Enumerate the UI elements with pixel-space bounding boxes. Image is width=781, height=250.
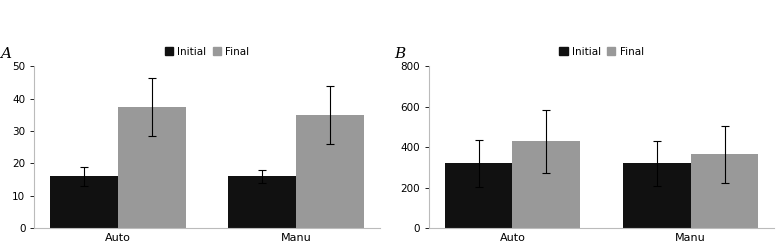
Bar bbox=[50, 176, 118, 228]
Bar bbox=[623, 164, 690, 228]
Bar bbox=[228, 176, 296, 228]
Bar bbox=[512, 141, 580, 228]
Legend: Initial, Final: Initial, Final bbox=[555, 42, 648, 61]
Bar bbox=[296, 115, 364, 228]
Legend: Initial, Final: Initial, Final bbox=[161, 42, 253, 61]
Bar bbox=[444, 164, 512, 228]
Text: A: A bbox=[0, 47, 11, 61]
Bar bbox=[690, 154, 758, 228]
Text: B: B bbox=[394, 47, 406, 61]
Bar bbox=[118, 107, 186, 228]
